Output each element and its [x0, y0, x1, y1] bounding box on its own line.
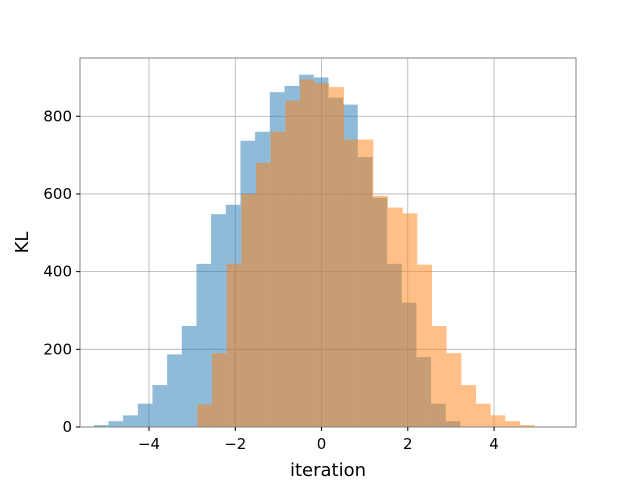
y-tick-label: 800 [43, 107, 72, 125]
histogram-bar-series-2 [461, 385, 476, 427]
histogram-bars [93, 74, 535, 428]
histogram-bar-series-2 [329, 87, 344, 427]
histogram-bar-series-1 [181, 326, 197, 427]
histogram-bar-series-2 [226, 263, 242, 427]
histogram-bar-series-1 [123, 415, 138, 427]
histogram-bar-series-2 [197, 404, 212, 427]
histogram-bar-series-1 [196, 263, 212, 427]
x-tick-label: 4 [489, 435, 499, 453]
x-tick-label: −4 [138, 435, 160, 453]
histogram-bar-series-2 [402, 213, 418, 427]
x-tick-label: 2 [403, 435, 413, 453]
histogram-bar-series-1 [108, 421, 124, 427]
histogram-bar-series-2 [490, 415, 506, 427]
y-tick-label: 400 [43, 263, 72, 281]
plot-frame [79, 57, 577, 428]
histogram-bar-series-1 [152, 385, 168, 427]
histogram-bar-series-1 [93, 425, 109, 427]
histogram-bar-series-2 [358, 139, 374, 427]
histogram-bar-series-2 [417, 264, 432, 427]
histogram-bar-series-2 [285, 100, 300, 427]
histogram-bar-series-2 [241, 193, 256, 427]
y-tick-label: 600 [43, 185, 72, 203]
x-tick-label: −2 [224, 435, 246, 453]
x-tick-label: 0 [317, 435, 327, 453]
histogram-bar-series-2 [446, 353, 462, 427]
histogram-bar-series-2 [475, 403, 491, 427]
histogram-bar-series-2 [270, 131, 286, 428]
histogram-bar-series-2 [211, 353, 227, 427]
y-tick-label: 200 [43, 340, 72, 358]
histogram-bar-series-2 [387, 207, 403, 427]
histogram-bar-series-2 [519, 425, 535, 427]
histogram-bar-series-1 [167, 354, 182, 427]
histogram-bar-series-2 [505, 421, 520, 427]
axis-ticks: −4 −2 0 2 4 0 200 400 600 800 [43, 107, 498, 453]
y-tick-label: 0 [62, 418, 72, 436]
y-axis-label: KL [12, 232, 33, 254]
histogram-bar-series-2 [314, 83, 330, 427]
histogram-bar-series-2 [343, 139, 359, 427]
histogram-bar-series-2 [299, 79, 315, 427]
histogram-bar-series-2 [431, 326, 447, 427]
histogram-bar-series-2 [373, 195, 388, 427]
histogram-bar-series-1 [137, 403, 153, 427]
x-axis-label: iteration [290, 460, 366, 480]
histogram-bar-series-2 [255, 162, 271, 427]
